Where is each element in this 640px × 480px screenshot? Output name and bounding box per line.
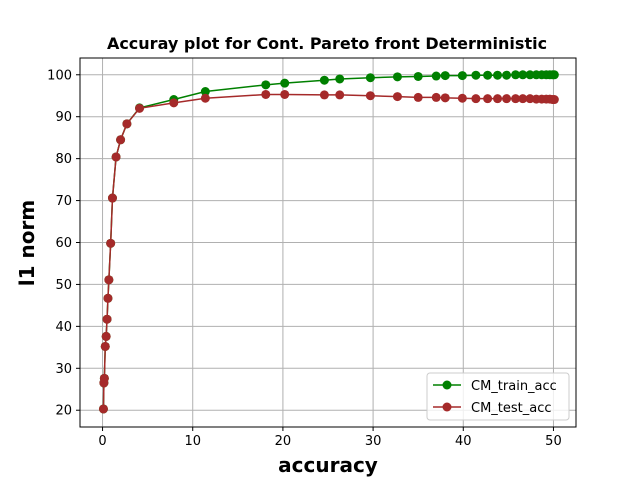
legend: CM_train_acc CM_test_acc bbox=[426, 372, 570, 421]
data-point bbox=[106, 238, 116, 248]
data-point bbox=[457, 93, 467, 103]
x-tick-label: 50 bbox=[545, 434, 562, 449]
y-tick-label: 50 bbox=[55, 278, 72, 293]
data-point bbox=[261, 89, 271, 99]
data-point bbox=[102, 314, 112, 324]
chart-title: Accuray plot for Cont. Pareto front Dete… bbox=[107, 34, 547, 53]
data-point bbox=[335, 90, 345, 100]
data-point bbox=[100, 341, 110, 351]
y-tick-label: 90 bbox=[55, 110, 72, 125]
data-point bbox=[493, 94, 503, 104]
data-point bbox=[107, 193, 117, 203]
y-tick-label: 80 bbox=[55, 152, 72, 167]
data-point bbox=[365, 91, 375, 101]
legend-marker-train bbox=[442, 380, 452, 390]
data-point bbox=[502, 94, 512, 104]
data-point bbox=[365, 73, 375, 83]
data-point bbox=[549, 70, 559, 80]
data-point bbox=[261, 80, 271, 90]
data-point bbox=[471, 94, 481, 104]
data-point bbox=[200, 93, 210, 103]
y-tick-label: 100 bbox=[47, 68, 72, 83]
data-point bbox=[200, 87, 210, 97]
data-point bbox=[116, 135, 126, 145]
data-point bbox=[511, 70, 521, 80]
data-point bbox=[502, 70, 512, 80]
data-point bbox=[511, 94, 521, 104]
data-point bbox=[483, 94, 493, 104]
data-point bbox=[280, 78, 290, 88]
x-tick-label: 30 bbox=[365, 434, 382, 449]
data-point bbox=[101, 331, 111, 341]
axis-ticks: 0 10 20 30 40 50 20 30 40 50 60 70 80 90 100 bbox=[47, 68, 562, 449]
series-line bbox=[102, 93, 555, 409]
data-point bbox=[319, 75, 329, 85]
data-point bbox=[431, 92, 441, 102]
data-point bbox=[493, 70, 503, 80]
x-tick-label: 40 bbox=[455, 434, 472, 449]
data-point bbox=[392, 92, 402, 102]
data-point bbox=[440, 71, 450, 81]
series-CM_test_acc bbox=[98, 89, 559, 414]
legend-label-test: CM_test_acc bbox=[471, 401, 552, 416]
data-point bbox=[99, 373, 109, 383]
data-point bbox=[518, 70, 528, 80]
data-point bbox=[319, 90, 329, 100]
grid bbox=[80, 58, 576, 427]
y-tick-label: 40 bbox=[55, 320, 72, 335]
x-tick-label: 10 bbox=[184, 434, 201, 449]
data-point bbox=[104, 275, 114, 285]
data-point bbox=[135, 103, 145, 113]
data-point bbox=[413, 71, 423, 81]
y-tick-label: 70 bbox=[55, 194, 72, 209]
legend-box bbox=[426, 372, 570, 421]
legend-label-train: CM_train_acc bbox=[471, 379, 557, 394]
data-point bbox=[98, 404, 108, 414]
y-axis-label: l1 norm bbox=[15, 200, 39, 286]
data-point bbox=[483, 70, 493, 80]
data-point bbox=[103, 293, 113, 303]
x-tick-label: 20 bbox=[275, 434, 292, 449]
y-tick-label: 20 bbox=[55, 404, 72, 419]
data-point bbox=[335, 74, 345, 84]
data-point bbox=[392, 72, 402, 82]
series-layer bbox=[98, 70, 559, 414]
x-tick-label: 0 bbox=[98, 434, 106, 449]
data-point bbox=[457, 71, 467, 81]
data-point bbox=[440, 93, 450, 103]
x-axis-label: accuracy bbox=[278, 453, 378, 477]
y-tick-label: 60 bbox=[55, 236, 72, 251]
data-point bbox=[525, 70, 535, 80]
y-tick-label: 30 bbox=[55, 362, 72, 377]
legend-marker-test bbox=[442, 402, 452, 412]
data-point bbox=[413, 92, 423, 102]
series-line bbox=[102, 74, 555, 409]
data-point bbox=[518, 94, 528, 104]
data-point bbox=[169, 98, 179, 108]
data-point bbox=[471, 70, 481, 80]
data-point bbox=[431, 71, 441, 81]
series-CM_train_acc bbox=[98, 70, 559, 414]
data-point bbox=[111, 152, 121, 162]
data-point bbox=[549, 95, 559, 105]
data-point bbox=[122, 119, 132, 129]
data-point bbox=[280, 89, 290, 99]
